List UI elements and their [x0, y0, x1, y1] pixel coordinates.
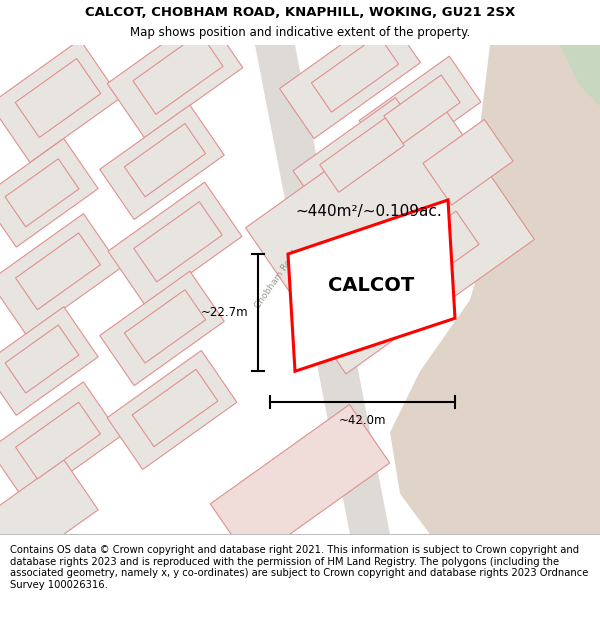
Bar — [100, 271, 224, 386]
Bar — [100, 105, 224, 219]
Bar — [245, 93, 535, 374]
Bar — [0, 139, 98, 247]
Bar — [293, 98, 427, 217]
Bar — [107, 351, 237, 469]
Text: CALCOT, CHOBHAM ROAD, KNAPHILL, WOKING, GU21 2SX: CALCOT, CHOBHAM ROAD, KNAPHILL, WOKING, … — [85, 6, 515, 19]
Bar — [16, 233, 100, 310]
Bar — [0, 382, 121, 503]
Text: Map shows position and indicative extent of the property.: Map shows position and indicative extent… — [130, 26, 470, 39]
Bar — [134, 202, 222, 282]
Bar — [423, 119, 513, 205]
Bar — [280, 12, 421, 139]
Text: CALCOT: CALCOT — [328, 276, 415, 296]
Bar — [132, 369, 218, 447]
Bar — [0, 214, 121, 335]
Bar — [124, 290, 206, 363]
Bar — [107, 13, 243, 138]
Text: ~440m²/~0.109ac.: ~440m²/~0.109ac. — [295, 204, 442, 219]
Text: ~22.7m: ~22.7m — [200, 306, 248, 319]
Polygon shape — [560, 45, 600, 106]
Bar — [0, 307, 98, 416]
Bar — [108, 182, 242, 306]
Bar — [0, 460, 98, 568]
Text: ~42.0m: ~42.0m — [339, 414, 386, 427]
Bar — [5, 325, 79, 393]
Bar — [5, 159, 79, 227]
Text: Contains OS data © Crown copyright and database right 2021. This information is : Contains OS data © Crown copyright and d… — [10, 545, 589, 590]
Bar — [384, 75, 460, 144]
Polygon shape — [288, 200, 455, 371]
Bar — [15, 59, 101, 138]
Bar — [124, 124, 206, 197]
Bar — [16, 402, 100, 479]
Text: Chobham Road: Chobham Road — [254, 249, 301, 310]
Bar — [210, 404, 390, 562]
Bar — [133, 33, 223, 114]
Polygon shape — [390, 45, 600, 534]
Bar — [411, 211, 479, 277]
Polygon shape — [255, 45, 390, 534]
Bar — [0, 39, 120, 162]
Bar — [320, 118, 404, 192]
Bar — [311, 35, 398, 112]
Bar — [359, 56, 481, 166]
